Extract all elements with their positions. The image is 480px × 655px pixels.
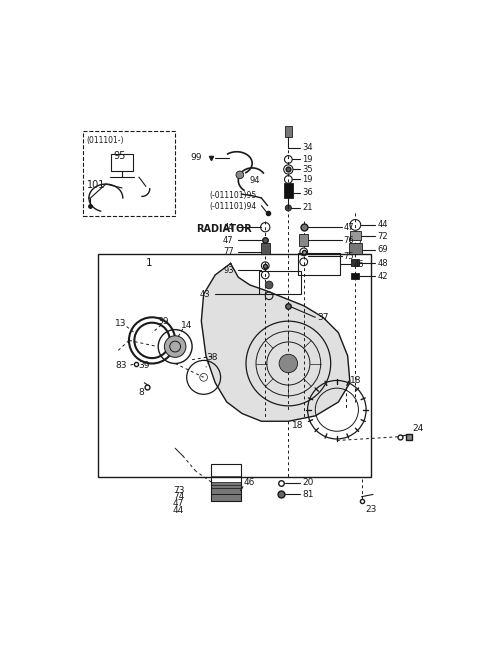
Text: 42: 42 xyxy=(378,272,388,281)
Bar xyxy=(211,464,240,500)
Bar xyxy=(211,488,240,495)
Text: (-011101)94: (-011101)94 xyxy=(209,202,256,211)
Circle shape xyxy=(285,205,291,211)
Text: 48: 48 xyxy=(378,259,388,268)
Bar xyxy=(298,253,340,275)
Text: 20: 20 xyxy=(302,478,313,487)
Text: 81: 81 xyxy=(302,490,314,499)
Bar xyxy=(284,183,293,198)
Bar xyxy=(351,259,359,267)
Bar xyxy=(211,495,240,500)
Text: 47: 47 xyxy=(223,236,234,245)
Text: 43: 43 xyxy=(200,290,211,299)
Circle shape xyxy=(265,281,273,289)
Bar xyxy=(211,488,240,495)
Bar xyxy=(259,271,301,294)
Circle shape xyxy=(164,336,186,358)
Text: 21: 21 xyxy=(302,204,312,212)
Bar xyxy=(349,244,361,254)
Text: 23: 23 xyxy=(365,505,377,514)
Circle shape xyxy=(279,354,298,373)
Bar xyxy=(299,234,308,246)
Text: 39: 39 xyxy=(138,360,150,369)
Text: RADIATOR: RADIATOR xyxy=(196,224,252,234)
Text: 75: 75 xyxy=(344,252,354,261)
Bar xyxy=(111,154,133,171)
Text: 47: 47 xyxy=(344,223,354,232)
Text: 44: 44 xyxy=(378,220,388,229)
Text: 46: 46 xyxy=(244,478,255,487)
Text: 44: 44 xyxy=(173,506,184,515)
Text: 83: 83 xyxy=(115,360,127,369)
Text: 69: 69 xyxy=(378,245,388,254)
Text: 38: 38 xyxy=(206,353,217,362)
Text: 95: 95 xyxy=(114,151,126,160)
Text: 94: 94 xyxy=(249,176,260,185)
Bar xyxy=(83,131,175,215)
Text: 13: 13 xyxy=(115,319,127,328)
Bar xyxy=(211,482,240,488)
Bar xyxy=(350,231,361,240)
Text: (-011101)95: (-011101)95 xyxy=(209,191,256,200)
Text: 76: 76 xyxy=(344,236,355,245)
Text: 101: 101 xyxy=(86,180,105,190)
Text: 39: 39 xyxy=(157,316,169,326)
Text: 18: 18 xyxy=(292,421,304,430)
Text: 73: 73 xyxy=(173,486,184,495)
Bar xyxy=(98,254,371,477)
Bar xyxy=(211,495,240,500)
Bar xyxy=(285,126,292,137)
Text: 93: 93 xyxy=(223,266,234,275)
Text: 8: 8 xyxy=(138,388,144,398)
Text: 1: 1 xyxy=(146,259,153,269)
Text: 77: 77 xyxy=(223,248,234,256)
Polygon shape xyxy=(201,263,350,421)
Text: 99: 99 xyxy=(191,153,202,162)
Text: 37: 37 xyxy=(317,313,328,322)
Circle shape xyxy=(236,171,244,179)
Text: (011101-): (011101-) xyxy=(86,136,124,145)
Bar xyxy=(351,272,359,279)
Bar xyxy=(261,244,270,254)
Text: 35: 35 xyxy=(302,165,313,174)
Text: 18: 18 xyxy=(350,376,361,385)
Text: 19: 19 xyxy=(302,175,312,184)
Text: 36: 36 xyxy=(302,188,313,197)
Text: 72: 72 xyxy=(378,232,388,241)
Text: 47: 47 xyxy=(173,499,184,508)
Text: 44: 44 xyxy=(223,223,234,232)
Text: 19: 19 xyxy=(302,155,312,164)
Text: 46: 46 xyxy=(354,259,364,269)
Bar xyxy=(211,482,240,488)
Text: 24: 24 xyxy=(412,424,423,434)
Text: 14: 14 xyxy=(180,320,192,329)
Text: 34: 34 xyxy=(302,143,313,153)
Text: 74: 74 xyxy=(173,492,184,501)
